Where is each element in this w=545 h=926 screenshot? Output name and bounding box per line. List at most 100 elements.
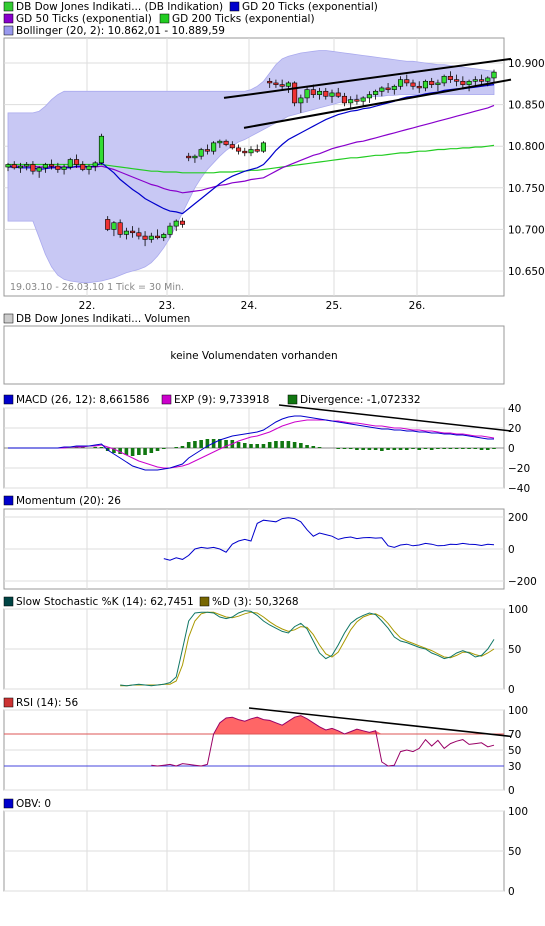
candle-body	[123, 230, 129, 235]
gd200-line	[8, 144, 495, 174]
macd-line	[8, 415, 494, 471]
candle-body	[348, 99, 354, 104]
legend-swatch-stoch-k	[3, 596, 14, 607]
legend-label-bollinger: Bollinger (20, 2): 10.862,01 - 10.889,59	[16, 25, 225, 37]
divergence-bar	[317, 447, 322, 448]
price-y-tick-4: 10.700	[508, 224, 545, 236]
rsi-y-tick-0: 100	[508, 705, 528, 717]
candle-body	[17, 165, 24, 169]
legend-label-stoch-d: %D (3): 50,3268	[212, 596, 299, 608]
legend-swatch-gd20	[229, 1, 240, 12]
price-panel: DB Dow Jones Indikati... (DB Indikation)…	[3, 1, 545, 312]
price-y-tick-3: 10.750	[508, 183, 545, 195]
legend-label-macd: MACD (26, 12): 8,661586	[16, 394, 150, 406]
divergence-bar	[255, 444, 260, 448]
obv-y-tick-1: 50	[508, 846, 521, 858]
candle-body	[454, 79, 460, 82]
divergence-bar	[224, 440, 228, 448]
divergence-bar	[93, 447, 98, 448]
legend-swatch-exp	[161, 394, 172, 405]
divergence-bar	[398, 448, 403, 450]
price-yticks: 10.900 10.850 10.800 10.750 10.700 10.650	[508, 58, 545, 278]
legend-swatch-stoch-d	[199, 596, 210, 607]
candle-body	[242, 150, 248, 154]
candle-body	[404, 79, 410, 84]
macd-trendline	[278, 404, 512, 432]
candle-body	[260, 142, 267, 152]
stoch-d-line	[120, 611, 495, 687]
divergence-bar	[411, 448, 415, 449]
divergence-bar	[485, 448, 490, 450]
candle-body	[223, 140, 229, 145]
candle-body	[5, 164, 11, 168]
candle-body	[472, 79, 478, 82]
divergence-bar	[99, 447, 104, 448]
candle-body	[217, 140, 223, 144]
macd-y-tick-0: 40	[508, 403, 521, 415]
candle-body	[117, 222, 123, 235]
legend-swatch-price	[3, 1, 14, 12]
divergence-bar	[429, 448, 434, 450]
candle-body	[161, 234, 167, 239]
legend-label-price: DB Dow Jones Indikati... (DB Indikation)	[16, 1, 223, 13]
macd-y-tick-1: 20	[508, 423, 521, 435]
no-volume-message: keine Volumendaten vorhanden	[170, 350, 337, 362]
stochastic-y-tick-1: 50	[508, 644, 521, 656]
candle-body	[279, 84, 285, 87]
divergence-bar	[242, 443, 247, 448]
candle-body	[285, 82, 291, 87]
candle-body	[73, 159, 80, 165]
rsi-y-tick-4: 0	[508, 785, 515, 797]
divergence-bar	[436, 448, 440, 449]
price-x-tick-4: 26.	[409, 300, 426, 312]
candle-body	[61, 166, 67, 170]
rsi-panel: RSI (14): 56 100 70 50 30 0	[3, 697, 528, 797]
rsi-line	[151, 715, 495, 767]
candle-body	[154, 235, 161, 239]
momentum-line	[163, 517, 495, 561]
divergence-bar	[361, 448, 365, 450]
legend-swatch-momentum	[3, 495, 14, 506]
candle-body	[360, 97, 366, 102]
legend-swatch-volume	[3, 313, 14, 324]
momentum-y-tick-2: −200	[508, 576, 537, 588]
divergence-bar	[348, 448, 353, 449]
candle-body	[316, 90, 323, 95]
candle-body	[298, 97, 304, 104]
candle-body	[429, 80, 435, 85]
candle-body	[435, 82, 441, 85]
divergence-bar	[149, 448, 154, 453]
divergence-bar	[367, 448, 372, 450]
rsi-y-tick-2: 50	[508, 745, 521, 757]
divergence-bar	[218, 439, 222, 448]
candle-body	[148, 235, 154, 240]
candle-body	[130, 230, 136, 234]
price-y-tick-0: 10.900	[508, 58, 545, 70]
divergence-bar	[205, 439, 210, 448]
obv-y-tick-0: 100	[508, 806, 528, 818]
candle-body	[192, 155, 198, 159]
price-x-tick-1: 23.	[159, 300, 176, 312]
rsi-overbought-fill	[213, 715, 382, 734]
candle-body	[379, 87, 385, 92]
rsi-y-tick-3: 30	[508, 761, 521, 773]
legend-label-gd20: GD 20 Ticks (exponential)	[242, 1, 378, 13]
candle-body	[422, 80, 429, 89]
candle-body	[329, 92, 335, 97]
candle-body	[373, 90, 379, 95]
candle-body	[441, 75, 447, 84]
candle-body	[248, 149, 254, 154]
divergence-bar	[274, 441, 278, 448]
candle-body	[391, 85, 397, 90]
divergence-bar	[292, 442, 297, 448]
candle-body	[397, 79, 404, 87]
candle-body	[341, 95, 348, 104]
candle-body	[354, 99, 360, 102]
price-trendlines	[223, 57, 512, 129]
divergence-bar	[155, 448, 160, 451]
candle-body	[323, 90, 329, 97]
candle-body	[198, 149, 204, 157]
candle-body	[49, 164, 55, 167]
obv-y-tick-2: 0	[508, 886, 515, 898]
candles	[5, 69, 497, 247]
